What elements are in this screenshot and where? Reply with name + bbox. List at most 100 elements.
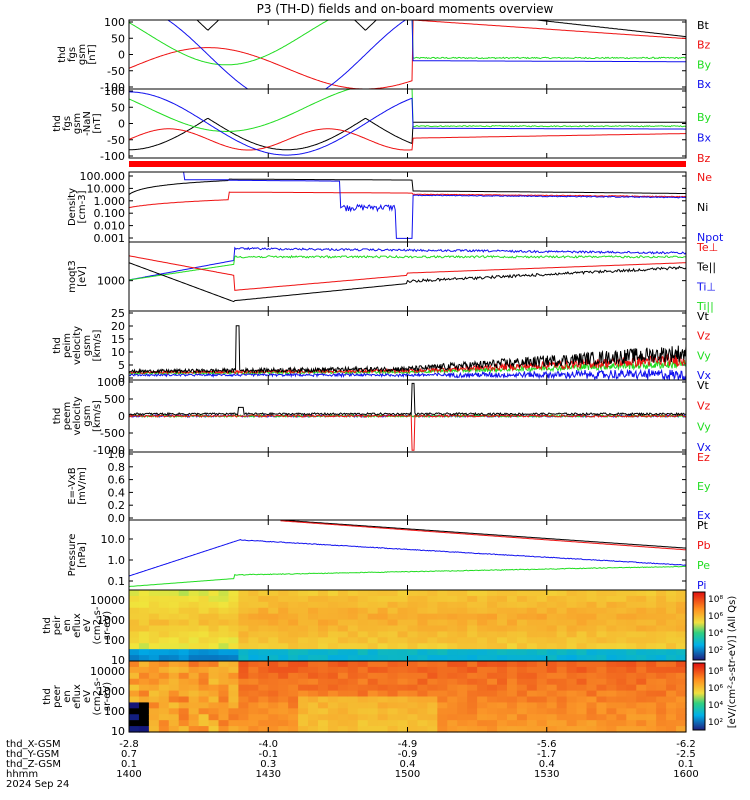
- heatmap-cell: [308, 607, 319, 615]
- heatmap-cell: [646, 690, 657, 698]
- heatmap-cell: [288, 726, 299, 733]
- ylabel-line: moqt3: [67, 260, 78, 293]
- ylabel-peir: thd peir en eflux eV (cm2-s-sr-eV): [42, 606, 113, 644]
- heatmap-cell: [317, 613, 329, 621]
- heatmap-cell: [387, 655, 399, 662]
- heatmap-cell: [516, 672, 528, 680]
- heatmap-cell: [298, 678, 309, 686]
- heatmap-cell: [158, 661, 170, 668]
- heatmap-cell: [616, 607, 627, 615]
- heatmap-cell: [676, 625, 687, 633]
- heatmap-cell: [646, 708, 657, 715]
- heatmap-cell: [357, 590, 369, 597]
- heatmap-cell: [138, 649, 150, 656]
- heatmap-cell: [188, 714, 200, 721]
- ylabel-fgs_nan: thd fgs gsm -NaN [nT]: [52, 111, 103, 136]
- heatmap-cell: [178, 607, 190, 615]
- heatmap-cell: [467, 601, 478, 609]
- heatmap-cell: [457, 726, 468, 733]
- heatmap-cell: [218, 678, 230, 686]
- heatmap-cell: [387, 649, 399, 656]
- heatmap-cell: [676, 619, 687, 627]
- heatmap-cell: [676, 726, 687, 733]
- trace-Ne: [129, 191, 686, 209]
- heatmap-cell: [626, 619, 637, 627]
- ylabel-line: Density: [67, 188, 78, 226]
- heatmap-cell: [198, 625, 210, 633]
- heatmap-cell: [238, 637, 249, 644]
- ylabel-fgs: thd fgs gsm [nT]: [57, 44, 98, 65]
- ylabel-line: [km/s]: [92, 400, 103, 432]
- heatmap-cell: [347, 690, 359, 698]
- heatmap-cell: [198, 590, 210, 597]
- xaxis-value: 1500: [395, 769, 420, 780]
- heatmap-cell: [477, 684, 488, 692]
- heatmap-cell: [138, 672, 150, 680]
- heatmap-cell: [447, 726, 458, 733]
- legend-pressure: Pi: [697, 579, 706, 592]
- heatmap-cell: [397, 666, 409, 674]
- heatmap-cell: [447, 672, 458, 680]
- heatmap-cell: [129, 696, 140, 704]
- heatmap-cell: [218, 613, 230, 621]
- heatmap-cell: [437, 625, 448, 633]
- heatmap-cell: [278, 702, 289, 709]
- heatmap-cell: [427, 726, 438, 733]
- heatmap-cell: [666, 655, 677, 662]
- heatmap-cell: [288, 655, 299, 662]
- heatmap-cell: [487, 625, 498, 633]
- heatmap-cell: [228, 625, 240, 633]
- heatmap-cell: [308, 690, 319, 698]
- heatmap-cell: [676, 655, 687, 662]
- heatmap-cell: [357, 690, 369, 698]
- heatmap-cell: [516, 684, 528, 692]
- heatmap-cell: [129, 631, 140, 638]
- heatmap-cell: [347, 595, 359, 603]
- legend-temp: Te⊥: [696, 241, 718, 254]
- heatmap-cell: [526, 601, 538, 609]
- heatmap-cell: [497, 643, 508, 650]
- heatmap-cell: [596, 625, 608, 633]
- heatmap-cell: [566, 690, 578, 698]
- heatmap-cell: [417, 643, 428, 650]
- heatmap-cell: [516, 696, 528, 704]
- heatmap-cell: [656, 708, 667, 715]
- heatmap-cell: [487, 696, 498, 704]
- heatmap-cell: [417, 637, 428, 644]
- ylabel-line: en: [62, 690, 73, 703]
- heatmap-cell: [138, 702, 150, 709]
- figure-title: P3 (TH-D) fields and on-board moments ov…: [257, 2, 554, 16]
- heatmap-cell: [606, 726, 617, 733]
- heatmap-cell: [129, 661, 140, 668]
- heatmap-cell: [487, 590, 498, 597]
- heatmap-cell: [218, 690, 230, 698]
- heatmap-cell: [308, 619, 319, 627]
- heatmap-cell: [148, 601, 160, 609]
- heatmap-cell: [387, 601, 399, 609]
- heatmap-cell: [636, 672, 647, 680]
- heatmap-cell: [646, 607, 657, 615]
- heatmap-cell: [666, 601, 677, 609]
- heatmap-cell: [417, 649, 428, 656]
- heatmap-cell: [516, 720, 528, 727]
- heatmap-cell: [367, 708, 379, 715]
- ytick-label: 5: [118, 359, 125, 372]
- heatmap-cell: [656, 690, 667, 698]
- heatmap-cell: [497, 672, 508, 680]
- heatmap-cell: [298, 607, 309, 615]
- heatmap-cell: [288, 613, 299, 621]
- heatmap-cell: [586, 649, 598, 656]
- heatmap-cell: [268, 720, 279, 727]
- heatmap-cell: [636, 661, 647, 668]
- colorbar-tick: 10²: [708, 646, 723, 656]
- heatmap-cell: [437, 613, 448, 621]
- heatmap-cell: [516, 678, 528, 686]
- heatmap-cell: [536, 696, 548, 704]
- ytick-label: 0.4: [108, 486, 126, 499]
- heatmap-cell: [566, 613, 578, 621]
- ytick-label: -100: [100, 150, 125, 163]
- heatmap-cell: [168, 661, 180, 668]
- heatmap-cell: [596, 714, 608, 721]
- heatmap-cell: [298, 684, 309, 692]
